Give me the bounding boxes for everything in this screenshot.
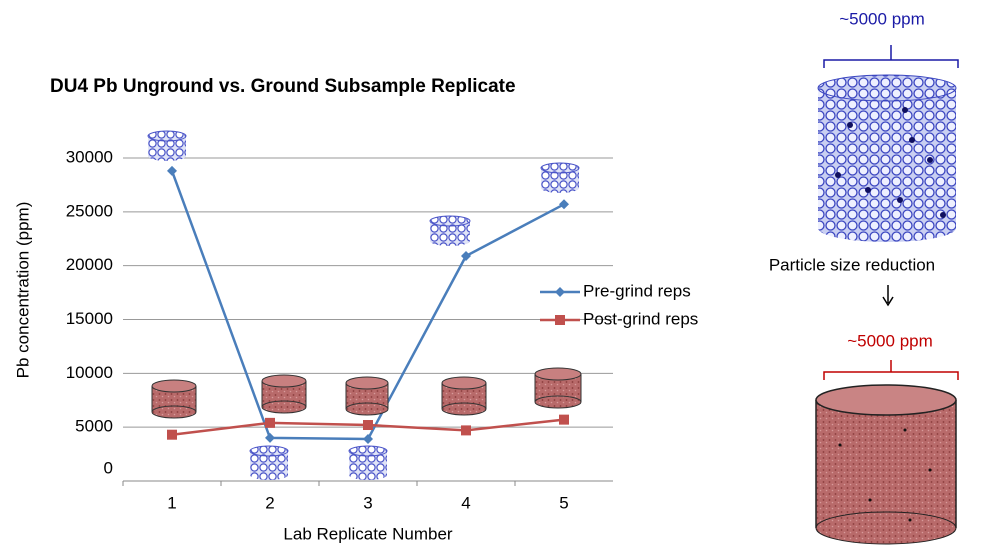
- bead-icon: [540, 162, 580, 193]
- marker: [363, 420, 373, 431]
- y-tick-label: 30000: [66, 147, 113, 166]
- marker: [265, 432, 275, 443]
- bead-icon: [249, 445, 289, 480]
- y-tick-label: 15000: [66, 309, 113, 328]
- plot-area: 0 5000 10000 15000 20000 25000 30000 1 2 3 4 5 Pre-g…: [66, 147, 699, 512]
- y-tick-label: 5000: [75, 417, 113, 436]
- marker: [461, 250, 471, 261]
- soil-icon: [534, 367, 582, 409]
- bead-icon: [348, 445, 388, 480]
- marker: [167, 429, 177, 440]
- soil-icon: [261, 374, 307, 414]
- x-tick-label: 2: [265, 493, 274, 512]
- y-tick-label: 10000: [66, 363, 113, 382]
- arrow: [882, 285, 894, 307]
- bracket: [823, 45, 959, 68]
- soil-icon: [151, 379, 197, 419]
- marker: [461, 425, 471, 436]
- marker: [559, 199, 569, 210]
- annotation: ~5000 ppm: [839, 9, 925, 28]
- marker: [363, 434, 373, 445]
- y-axis-label: Pb concentration (ppm): [13, 202, 32, 379]
- x-tick-label: 4: [461, 493, 470, 512]
- marker: [555, 287, 565, 297]
- illustration: ~5000 ppm Particle size reduction ~5000 …: [769, 9, 959, 545]
- marker: [559, 414, 569, 425]
- large-bead-cylinder: [817, 74, 957, 242]
- large-soil-cylinder: [815, 384, 957, 545]
- marker: [167, 165, 177, 176]
- x-tick-label: 1: [167, 493, 176, 512]
- chart-title: DU4 Pb Unground vs. Ground Subsample Rep…: [50, 76, 516, 97]
- legend-label: Pre-grind reps: [583, 281, 691, 300]
- y-tick-label: 25000: [66, 201, 113, 220]
- soil-icon: [345, 376, 389, 416]
- y-tick-label: 20000: [66, 255, 113, 274]
- soil-icon: [441, 376, 487, 416]
- x-axis-label: Lab Replicate Number: [283, 524, 452, 543]
- legend-label: Post-grind reps: [583, 309, 698, 328]
- marker: [555, 315, 565, 325]
- icons: [147, 130, 582, 480]
- bracket: [823, 360, 959, 380]
- y-tick-label: 0: [104, 458, 113, 477]
- bead-icon: [147, 130, 187, 161]
- bead-icon: [429, 215, 471, 246]
- annotation: Particle size reduction: [769, 255, 935, 274]
- annotation: ~5000 ppm: [847, 331, 933, 350]
- x-tick-label: 3: [363, 493, 372, 512]
- marker: [265, 417, 275, 428]
- x-tick-label: 5: [559, 493, 568, 512]
